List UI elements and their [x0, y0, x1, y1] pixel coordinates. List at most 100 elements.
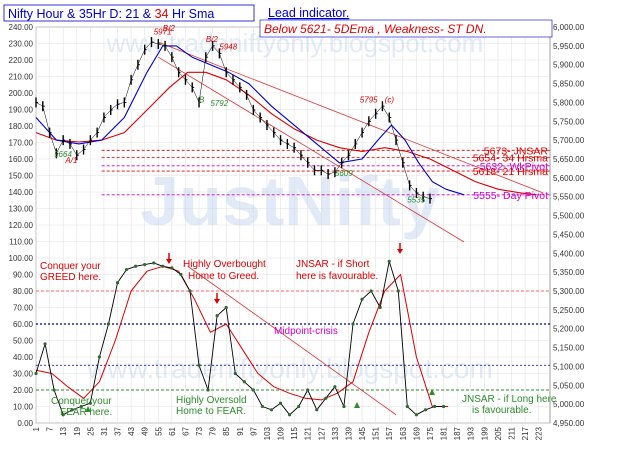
osc-point: [152, 261, 156, 265]
osc-point: [405, 404, 409, 409]
left-axis-tick-label: 10.00: [13, 403, 34, 412]
x-axis-tick-label: 109: [277, 426, 286, 440]
wave-label: 5971: [154, 28, 172, 37]
right-axis-tick-label: 5,750.00: [553, 117, 585, 126]
right-axis-tick-label: 5,950.00: [553, 42, 585, 51]
lead-indicator-label: Lead indicator.: [268, 6, 349, 20]
osc-point: [52, 388, 56, 392]
right-axis-tick-label: 4,950.00: [553, 419, 585, 428]
left-axis-tick-label: 210.00: [9, 73, 34, 82]
x-axis-tick-label: 31: [100, 426, 109, 435]
left-axis-tick-label: 140.00: [9, 188, 34, 197]
x-axis-tick-label: 19: [73, 426, 82, 435]
down-arrowhead: [166, 259, 172, 264]
osc-point: [88, 401, 92, 405]
x-axis-tick-label: 43: [127, 426, 136, 435]
level-label: 5555- Day Pivot: [473, 190, 548, 202]
left-axis-tick-label: 50.00: [13, 337, 34, 346]
osc-point: [324, 396, 328, 400]
slow-osc-line: [35, 265, 449, 407]
left-axis-tick-label: 30.00: [13, 370, 34, 379]
axis-labels: 0.00 10.00 20.00 30.00 40.00 50.00 60.00 70.00 8…: [9, 23, 585, 440]
data-series: [34, 37, 537, 417]
osc-point: [170, 266, 174, 270]
osc-point: [115, 281, 120, 285]
level-label: 5673- JNSAR: [484, 145, 549, 157]
left-axis-tick-label: 80.00: [13, 287, 34, 296]
osc-point: [143, 263, 147, 267]
osc-point: [396, 289, 400, 293]
right-axis-tick-label: 5,150.00: [553, 344, 585, 353]
title-part-3: Hr Sma: [168, 7, 214, 21]
x-axis-tick-label: 121: [304, 426, 313, 440]
left-axis-tick-label: 150.00: [9, 172, 34, 181]
x-axis-tick-label: 205: [494, 426, 503, 440]
x-axis-tick-label: 25: [86, 426, 95, 435]
x-axis-tick-label: 37: [114, 426, 123, 435]
right-axis-tick-label: 5,650.00: [553, 155, 585, 164]
right-axis-tick-label: 5,800.00: [553, 98, 585, 107]
left-axis-tick-label: 60.00: [13, 320, 34, 329]
x-axis-tick-label: 7: [46, 426, 55, 431]
osc-point: [414, 413, 419, 417]
left-axis-tick-label: 160.00: [9, 155, 34, 164]
osc-point: [351, 322, 355, 326]
left-axis-tick-label: 240.00: [9, 23, 34, 32]
annotation-text: FEAR here.: [60, 407, 112, 418]
left-axis-tick-label: 180.00: [9, 122, 34, 131]
left-axis-tick-label: 100.00: [9, 254, 34, 263]
wave-label: 5609: [335, 169, 353, 178]
x-axis-tick-label: 199: [480, 426, 489, 440]
left-axis-tick-label: 120.00: [9, 221, 34, 230]
osc-point: [432, 404, 437, 409]
x-axis-tick-label: 193: [467, 426, 476, 440]
osc-point: [124, 267, 129, 272]
left-axis-tick-label: 130.00: [9, 205, 34, 214]
osc-point: [134, 264, 138, 268]
wave-label: 5948: [219, 43, 237, 52]
osc-point: [224, 305, 228, 310]
up-arrowhead: [429, 389, 435, 395]
level-label: 5632- WkPivot: [480, 161, 548, 173]
watermark-main: JustNifty: [140, 162, 440, 240]
osc-point: [43, 342, 47, 346]
x-axis-tick-label: 145: [358, 426, 367, 440]
osc-point: [215, 314, 219, 318]
osc-point: [297, 404, 301, 409]
right-axis-tick-label: 5,300.00: [553, 287, 585, 296]
right-axis-tick-label: 5,250.00: [553, 306, 585, 315]
level-label: 5654- 34 Hrsma: [473, 152, 548, 164]
x-axis-tick-label: 1: [32, 426, 41, 431]
right-axis-tick-label: 5,850.00: [553, 80, 585, 89]
x-axis-tick-label: 175: [426, 426, 435, 440]
x-axis-tick-label: 169: [412, 426, 421, 440]
right-axis-tick-label: 5,700.00: [553, 136, 585, 145]
x-axis-tick-label: 55: [154, 426, 163, 435]
level-label: 5618- 21 Hrsma: [473, 166, 548, 178]
annotation-text: Conquer your: [40, 261, 101, 272]
osc-point: [423, 408, 428, 412]
chart-subtitle: Below 5621- 5DEma , Weakness- ST DN.: [264, 22, 487, 36]
right-axis-tick-label: 5,000.00: [553, 400, 585, 409]
x-axis-tick-label: 61: [168, 426, 177, 435]
osc-point: [278, 401, 283, 405]
left-axis-tick-label: 110.00: [9, 238, 33, 247]
right-axis-tick-label: 5,350.00: [553, 268, 585, 277]
x-axis-tick-label: 127: [317, 426, 326, 440]
osc-point: [288, 413, 292, 417]
osc-point: [378, 305, 382, 310]
x-axis-tick-label: 163: [399, 426, 408, 440]
osc-point: [342, 404, 346, 409]
osc-trendline: [187, 265, 397, 416]
osc-point: [260, 404, 265, 409]
osc-point: [161, 264, 165, 268]
right-axis-tick-label: 5,400.00: [553, 249, 585, 258]
x-axis-tick-label: 91: [236, 426, 245, 435]
osc-point: [251, 388, 255, 392]
osc-point: [34, 371, 38, 376]
down-arrowhead: [214, 299, 220, 304]
title-part-1: Nifty Hour & 35Hr D: 21 &: [8, 7, 155, 21]
x-axis-tick-label: 79: [209, 426, 218, 435]
